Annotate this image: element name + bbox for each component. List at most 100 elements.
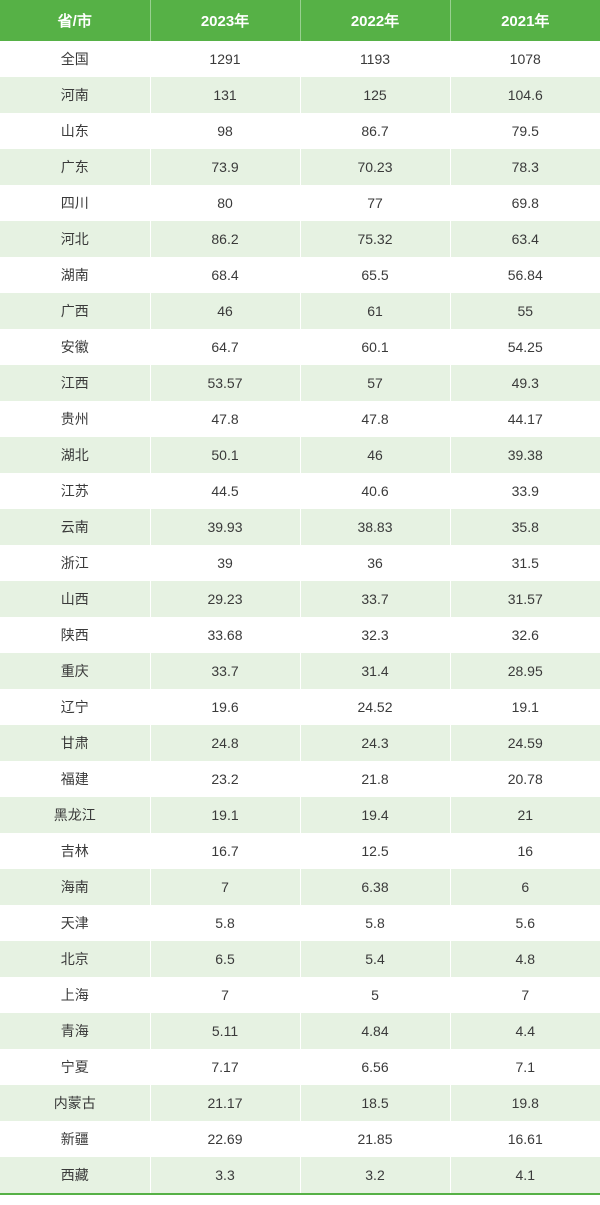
cell-value: 33.68 — [150, 617, 300, 653]
table-row: 上海757 — [0, 977, 600, 1013]
cell-value: 4.1 — [450, 1157, 600, 1194]
cell-value: 65.5 — [300, 257, 450, 293]
cell-value: 47.8 — [150, 401, 300, 437]
cell-value: 12.5 — [300, 833, 450, 869]
cell-value: 5.6 — [450, 905, 600, 941]
cell-value: 6.56 — [300, 1049, 450, 1085]
cell-province: 黑龙江 — [0, 797, 150, 833]
cell-province: 内蒙古 — [0, 1085, 150, 1121]
cell-province: 新疆 — [0, 1121, 150, 1157]
cell-province: 四川 — [0, 185, 150, 221]
cell-value: 7 — [150, 977, 300, 1013]
cell-value: 36 — [300, 545, 450, 581]
cell-province: 江苏 — [0, 473, 150, 509]
cell-province: 山东 — [0, 113, 150, 149]
cell-value: 32.3 — [300, 617, 450, 653]
table-row: 山东9886.779.5 — [0, 113, 600, 149]
cell-value: 75.32 — [300, 221, 450, 257]
cell-province: 海南 — [0, 869, 150, 905]
cell-value: 39.38 — [450, 437, 600, 473]
cell-value: 1078 — [450, 41, 600, 77]
cell-value: 23.2 — [150, 761, 300, 797]
cell-province: 天津 — [0, 905, 150, 941]
table-row: 云南39.9338.8335.8 — [0, 509, 600, 545]
cell-value: 28.95 — [450, 653, 600, 689]
cell-value: 31.5 — [450, 545, 600, 581]
cell-value: 98 — [150, 113, 300, 149]
header-row: 省/市 2023年 2022年 2021年 — [0, 0, 600, 41]
cell-value: 5.8 — [300, 905, 450, 941]
cell-value: 21.17 — [150, 1085, 300, 1121]
cell-value: 5.4 — [300, 941, 450, 977]
table-row: 福建23.221.820.78 — [0, 761, 600, 797]
cell-value: 33.9 — [450, 473, 600, 509]
cell-province: 上海 — [0, 977, 150, 1013]
table-body: 全国129111931078河南131125104.6山东9886.779.5广… — [0, 41, 600, 1194]
cell-value: 24.59 — [450, 725, 600, 761]
cell-value: 7 — [450, 977, 600, 1013]
cell-value: 19.4 — [300, 797, 450, 833]
cell-value: 4.8 — [450, 941, 600, 977]
cell-province: 江西 — [0, 365, 150, 401]
table-row: 北京6.55.44.8 — [0, 941, 600, 977]
cell-value: 21.8 — [300, 761, 450, 797]
table-row: 重庆33.731.428.95 — [0, 653, 600, 689]
cell-value: 104.6 — [450, 77, 600, 113]
cell-province: 山西 — [0, 581, 150, 617]
cell-value: 20.78 — [450, 761, 600, 797]
cell-province: 浙江 — [0, 545, 150, 581]
cell-value: 46 — [300, 437, 450, 473]
cell-value: 18.5 — [300, 1085, 450, 1121]
cell-value: 5 — [300, 977, 450, 1013]
cell-province: 辽宁 — [0, 689, 150, 725]
cell-value: 131 — [150, 77, 300, 113]
cell-province: 贵州 — [0, 401, 150, 437]
table-row: 陕西33.6832.332.6 — [0, 617, 600, 653]
table-row: 青海5.114.844.4 — [0, 1013, 600, 1049]
cell-value: 50.1 — [150, 437, 300, 473]
table-row: 海南76.386 — [0, 869, 600, 905]
cell-value: 21 — [450, 797, 600, 833]
table-row: 湖南68.465.556.84 — [0, 257, 600, 293]
cell-value: 46 — [150, 293, 300, 329]
table-row: 江苏44.540.633.9 — [0, 473, 600, 509]
cell-value: 3.2 — [300, 1157, 450, 1194]
cell-province: 陕西 — [0, 617, 150, 653]
table-row: 辽宁19.624.5219.1 — [0, 689, 600, 725]
cell-value: 86.2 — [150, 221, 300, 257]
cell-value: 60.1 — [300, 329, 450, 365]
data-table: 省/市 2023年 2022年 2021年 全国129111931078河南13… — [0, 0, 600, 1195]
cell-value: 1193 — [300, 41, 450, 77]
table-row: 宁夏7.176.567.1 — [0, 1049, 600, 1085]
cell-value: 69.8 — [450, 185, 600, 221]
col-header-2021: 2021年 — [450, 0, 600, 41]
cell-value: 16.61 — [450, 1121, 600, 1157]
cell-value: 86.7 — [300, 113, 450, 149]
cell-value: 78.3 — [450, 149, 600, 185]
cell-province: 吉林 — [0, 833, 150, 869]
cell-value: 16.7 — [150, 833, 300, 869]
cell-value: 31.57 — [450, 581, 600, 617]
col-header-province: 省/市 — [0, 0, 150, 41]
cell-value: 22.69 — [150, 1121, 300, 1157]
cell-province: 广西 — [0, 293, 150, 329]
cell-value: 19.6 — [150, 689, 300, 725]
cell-value: 125 — [300, 77, 450, 113]
cell-value: 6.38 — [300, 869, 450, 905]
cell-province: 河南 — [0, 77, 150, 113]
cell-value: 55 — [450, 293, 600, 329]
cell-value: 39 — [150, 545, 300, 581]
cell-province: 广东 — [0, 149, 150, 185]
table-row: 天津5.85.85.6 — [0, 905, 600, 941]
col-header-2023: 2023年 — [150, 0, 300, 41]
cell-value: 5.11 — [150, 1013, 300, 1049]
table-row: 四川807769.8 — [0, 185, 600, 221]
cell-value: 4.4 — [450, 1013, 600, 1049]
cell-value: 29.23 — [150, 581, 300, 617]
col-header-2022: 2022年 — [300, 0, 450, 41]
cell-value: 33.7 — [150, 653, 300, 689]
cell-value: 24.52 — [300, 689, 450, 725]
cell-value: 54.25 — [450, 329, 600, 365]
cell-value: 32.6 — [450, 617, 600, 653]
cell-value: 39.93 — [150, 509, 300, 545]
